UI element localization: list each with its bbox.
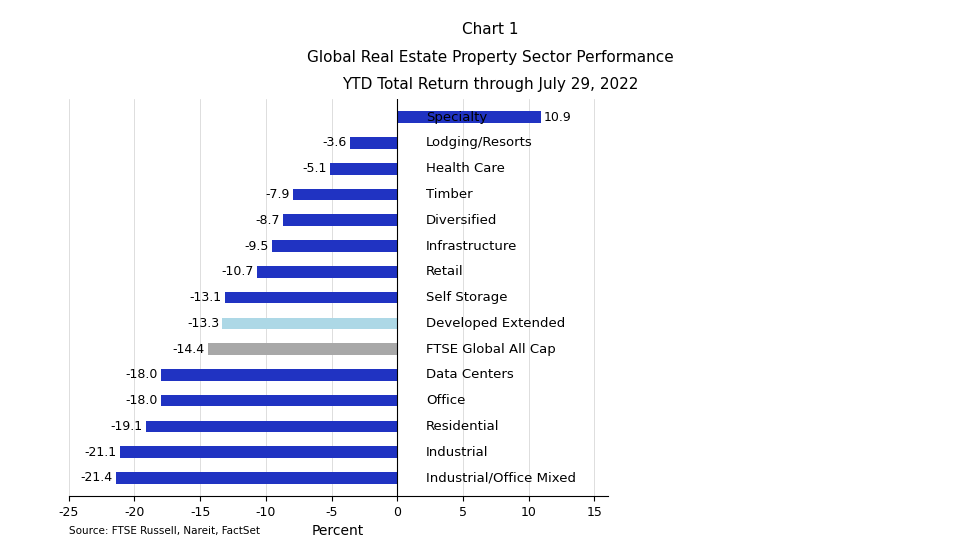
- Bar: [257, 266, 397, 278]
- Bar: [225, 291, 397, 304]
- Text: -19.1: -19.1: [111, 420, 143, 433]
- Bar: [350, 137, 397, 149]
- Bar: [161, 369, 397, 381]
- Text: -21.4: -21.4: [80, 471, 113, 484]
- Text: -13.1: -13.1: [189, 291, 221, 304]
- Text: Health Care: Health Care: [426, 162, 505, 175]
- Text: Office: Office: [426, 394, 466, 407]
- Text: -21.1: -21.1: [84, 446, 117, 458]
- Text: -18.0: -18.0: [125, 394, 158, 407]
- Text: -8.7: -8.7: [255, 214, 279, 227]
- Bar: [272, 240, 397, 252]
- Text: -5.1: -5.1: [303, 162, 327, 175]
- Bar: [293, 188, 397, 201]
- Bar: [146, 420, 397, 432]
- Text: -18.0: -18.0: [125, 368, 158, 381]
- Bar: [116, 472, 397, 484]
- Text: FTSE Global All Cap: FTSE Global All Cap: [426, 343, 556, 355]
- Text: Industrial: Industrial: [426, 446, 489, 458]
- Text: Developed Extended: Developed Extended: [426, 317, 565, 330]
- Text: 10.9: 10.9: [544, 111, 571, 124]
- Bar: [208, 343, 397, 355]
- Text: -7.9: -7.9: [266, 188, 290, 201]
- Bar: [222, 317, 397, 329]
- Text: Chart 1: Chart 1: [462, 22, 518, 37]
- Text: -9.5: -9.5: [245, 240, 270, 252]
- Text: Infrastructure: Infrastructure: [426, 240, 517, 252]
- Text: Source: FTSE Russell, Nareit, FactSet: Source: FTSE Russell, Nareit, FactSet: [69, 526, 260, 537]
- Text: Self Storage: Self Storage: [426, 291, 508, 304]
- Text: Lodging/Resorts: Lodging/Resorts: [426, 137, 533, 149]
- Bar: [283, 214, 397, 226]
- Text: YTD Total Return through July 29, 2022: YTD Total Return through July 29, 2022: [342, 77, 638, 92]
- X-axis label: Percent: Percent: [312, 524, 365, 538]
- Text: -13.3: -13.3: [187, 317, 220, 330]
- Text: Specialty: Specialty: [426, 111, 487, 124]
- Text: Retail: Retail: [426, 265, 464, 278]
- Text: -14.4: -14.4: [172, 343, 205, 355]
- Bar: [120, 446, 397, 458]
- Text: Industrial/Office Mixed: Industrial/Office Mixed: [426, 471, 576, 484]
- Text: Diversified: Diversified: [426, 214, 498, 227]
- Text: Residential: Residential: [426, 420, 500, 433]
- Text: -3.6: -3.6: [322, 137, 347, 149]
- Text: Timber: Timber: [426, 188, 472, 201]
- Text: -10.7: -10.7: [220, 265, 253, 278]
- Text: Global Real Estate Property Sector Performance: Global Real Estate Property Sector Perfo…: [307, 50, 673, 64]
- Bar: [330, 163, 397, 175]
- Bar: [161, 395, 397, 407]
- Bar: [397, 111, 541, 123]
- Text: Data Centers: Data Centers: [426, 368, 514, 381]
